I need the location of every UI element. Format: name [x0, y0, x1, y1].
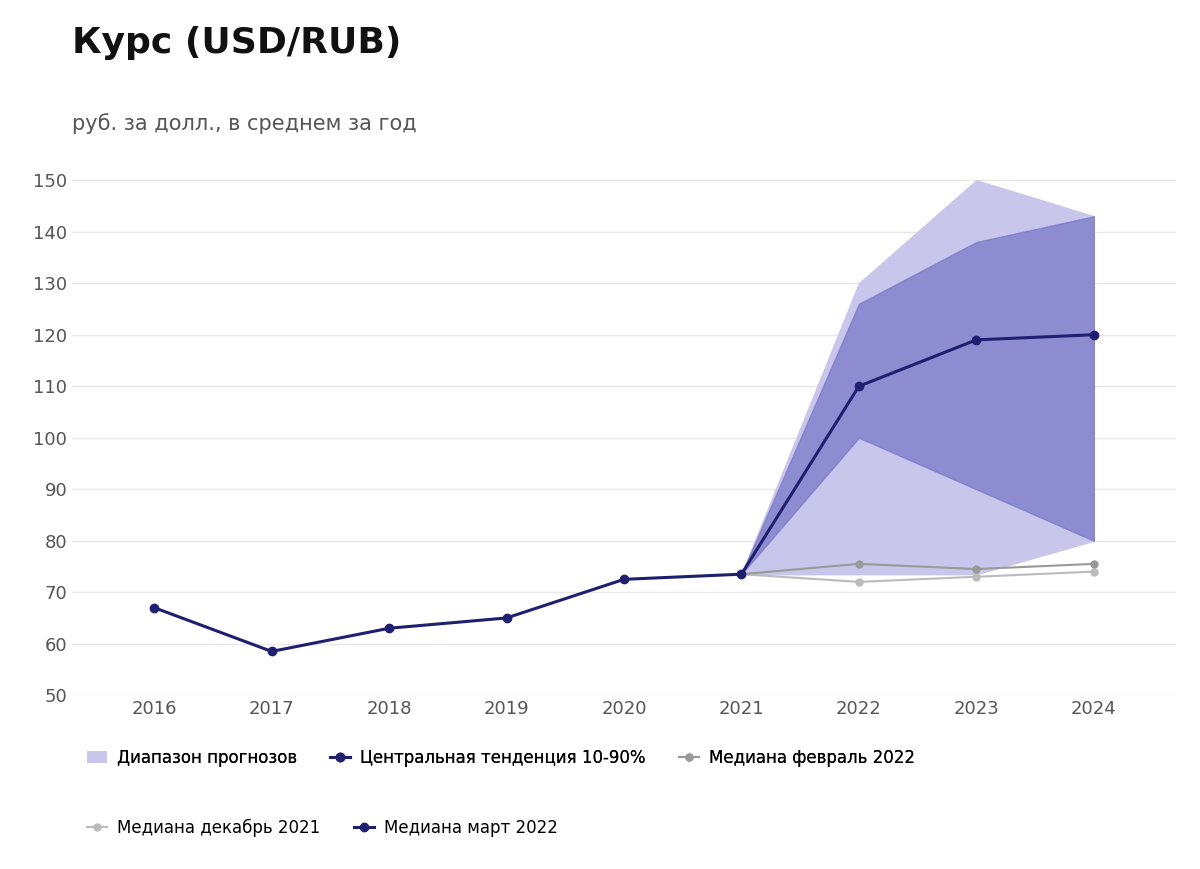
Text: Курс (USD/RUB): Курс (USD/RUB)	[72, 26, 401, 60]
Legend: Медиана декабрь 2021, Медиана март 2022: Медиана декабрь 2021, Медиана март 2022	[80, 812, 564, 843]
Text: руб. за долл., в среднем за год: руб. за долл., в среднем за год	[72, 113, 416, 134]
Legend: Диапазон прогнозов, Центральная тенденция 10-90%, Медиана февраль 2022: Диапазон прогнозов, Центральная тенденци…	[80, 742, 922, 773]
